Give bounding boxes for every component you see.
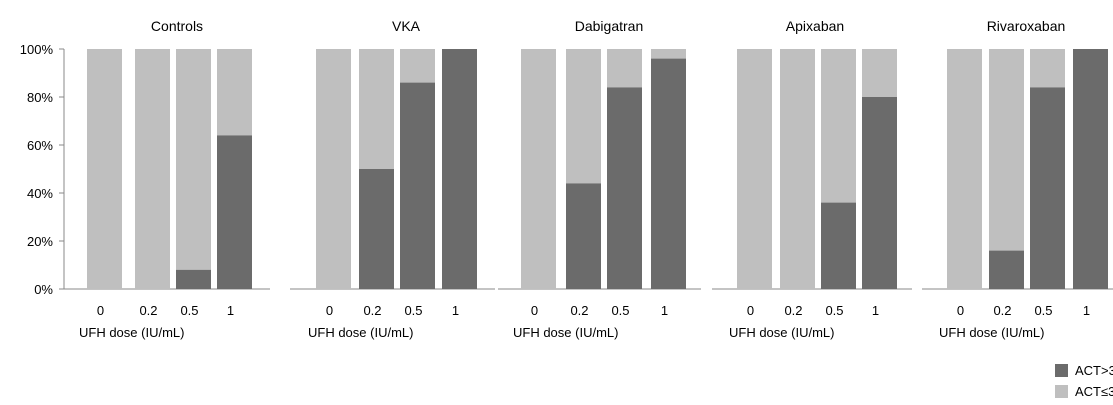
x-tick-label: 0.5	[180, 303, 198, 318]
bar-act-le-300	[989, 49, 1024, 251]
x-axis-label: UFH dose (IU/mL)	[308, 325, 413, 340]
bar-act-gt-300	[607, 87, 642, 290]
bar-act-gt-300	[359, 169, 394, 289]
bar-act-gt-300	[1030, 87, 1065, 290]
legend: ACT>300 ACT≤300	[1055, 363, 1113, 399]
panel-controls: Controls 0 0.2 0.5 1 UFH dose (IU/mL)	[64, 18, 270, 340]
x-tick-label: 0.2	[363, 303, 381, 318]
bar-act-gt-300	[1073, 49, 1108, 289]
legend-swatch	[1055, 385, 1068, 398]
bar-act-gt-300	[989, 250, 1024, 289]
x-tick-label: 0	[531, 303, 538, 318]
legend-item: ACT≤300	[1055, 384, 1113, 399]
bar-act-le-300	[217, 49, 252, 136]
y-axis: 0% 20% 40% 60% 80% 100%	[20, 42, 65, 297]
bar-act-gt-300	[651, 58, 686, 289]
legend-swatch	[1055, 364, 1068, 377]
bar-act-le-300	[566, 49, 601, 184]
bar-act-le-300	[176, 49, 211, 270]
x-tick-label: 0.5	[404, 303, 422, 318]
x-tick-label: 0	[747, 303, 754, 318]
bar-act-le-300	[780, 49, 815, 289]
bar-act-gt-300	[862, 97, 897, 289]
legend-item: ACT>300	[1055, 363, 1113, 378]
panel-rivaroxaban: Rivaroxaban 0 0.2 0.5 1 UFH dose (IU/mL)	[922, 18, 1113, 340]
y-tick-label: 100%	[20, 42, 54, 57]
bar-act-gt-300	[821, 202, 856, 289]
bar-act-le-300	[521, 49, 556, 289]
bar-act-gt-300	[566, 183, 601, 289]
bar-act-gt-300	[217, 135, 252, 289]
x-tick-label: 0.2	[139, 303, 157, 318]
y-tick-label: 80%	[27, 90, 53, 105]
x-axis-label: UFH dose (IU/mL)	[79, 325, 184, 340]
y-tick-label: 20%	[27, 234, 53, 249]
bar-act-le-300	[651, 49, 686, 59]
x-tick-label: 0.2	[993, 303, 1011, 318]
x-tick-label: 0.5	[611, 303, 629, 318]
panel-vka: VKA 0 0.2 0.5 1 UFH dose (IU/mL)	[290, 18, 495, 340]
x-tick-label: 0.2	[784, 303, 802, 318]
panel-title: VKA	[392, 18, 421, 34]
panel-title: Dabigatran	[575, 18, 644, 34]
x-tick-label: 0.2	[570, 303, 588, 318]
x-tick-label: 1	[1083, 303, 1090, 318]
y-tick-label: 0%	[34, 282, 53, 297]
panel-title: Controls	[151, 18, 203, 34]
bar-act-le-300	[1030, 49, 1065, 88]
panel-title: Apixaban	[786, 18, 844, 34]
legend-label: ACT≤300	[1075, 384, 1113, 399]
panel-dabigatran: Dabigatran 0 0.2 0.5 1 UFH dose (IU/mL)	[498, 18, 701, 340]
chart-panels: Controls 0 0.2 0.5 1 UFH dose (IU/mL) VKA 0 0.2 0…	[64, 18, 1113, 340]
y-tick-label: 40%	[27, 186, 53, 201]
x-tick-label: 0	[97, 303, 104, 318]
bar-act-gt-300	[176, 269, 211, 289]
y-tick-label: 60%	[27, 138, 53, 153]
bar-act-le-300	[87, 49, 122, 289]
x-tick-label: 0	[326, 303, 333, 318]
x-tick-label: 1	[452, 303, 459, 318]
x-tick-label: 1	[872, 303, 879, 318]
bar-act-le-300	[947, 49, 982, 289]
x-axis-label: UFH dose (IU/mL)	[729, 325, 834, 340]
bar-act-le-300	[607, 49, 642, 88]
bar-act-le-300	[135, 49, 170, 289]
x-axis-label: UFH dose (IU/mL)	[513, 325, 618, 340]
x-tick-label: 0	[957, 303, 964, 318]
x-tick-label: 0.5	[825, 303, 843, 318]
panel-title: Rivaroxaban	[987, 18, 1066, 34]
x-tick-label: 0.5	[1034, 303, 1052, 318]
bar-act-le-300	[737, 49, 772, 289]
bar-act-le-300	[400, 49, 435, 83]
bar-act-le-300	[862, 49, 897, 97]
x-axis-label: UFH dose (IU/mL)	[939, 325, 1044, 340]
panel-apixaban: Apixaban 0 0.2 0.5 1 UFH dose (IU/mL)	[712, 18, 912, 340]
x-tick-label: 1	[661, 303, 668, 318]
bar-act-le-300	[359, 49, 394, 169]
bar-act-le-300	[821, 49, 856, 203]
legend-label: ACT>300	[1075, 363, 1113, 378]
bar-act-le-300	[316, 49, 351, 289]
bar-act-gt-300	[442, 49, 477, 289]
bar-act-gt-300	[400, 82, 435, 289]
x-tick-label: 1	[227, 303, 234, 318]
